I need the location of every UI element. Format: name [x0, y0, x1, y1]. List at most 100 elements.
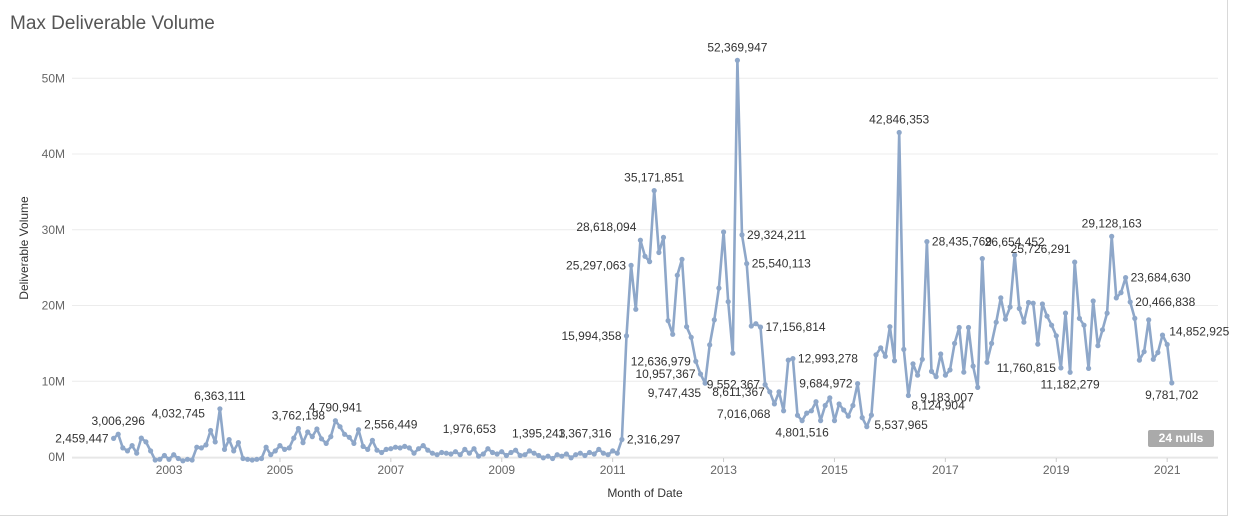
data-point[interactable] — [379, 449, 385, 456]
data-point[interactable] — [416, 446, 422, 452]
data-point[interactable] — [411, 450, 417, 456]
data-point[interactable] — [887, 324, 893, 330]
data-point[interactable] — [180, 458, 186, 464]
data-point[interactable] — [1169, 380, 1175, 386]
data-point[interactable] — [697, 371, 704, 377]
data-point[interactable] — [850, 402, 856, 409]
data-point[interactable] — [924, 239, 930, 245]
data-point[interactable] — [263, 444, 269, 450]
data-point[interactable] — [901, 346, 907, 352]
data-point[interactable] — [619, 436, 625, 443]
data-point[interactable] — [637, 237, 644, 243]
data-point[interactable] — [1136, 357, 1142, 363]
data-point[interactable] — [406, 445, 412, 451]
data-point[interactable] — [1053, 333, 1059, 339]
data-point[interactable] — [540, 455, 546, 461]
data-point[interactable] — [961, 369, 967, 375]
data-point[interactable] — [291, 435, 297, 441]
data-point[interactable] — [240, 455, 246, 462]
data-point[interactable] — [942, 372, 949, 378]
data-point[interactable] — [554, 452, 560, 458]
data-point[interactable] — [1025, 299, 1032, 306]
data-point[interactable] — [707, 342, 713, 348]
data-point[interactable] — [332, 418, 338, 424]
data-point[interactable] — [1062, 310, 1069, 316]
data-point[interactable] — [716, 285, 722, 291]
data-point[interactable] — [975, 384, 981, 390]
data-point[interactable] — [1099, 327, 1106, 333]
data-point[interactable] — [744, 261, 750, 267]
data-point[interactable] — [397, 445, 403, 451]
data-point[interactable] — [295, 425, 301, 432]
data-point[interactable] — [670, 331, 676, 337]
data-point[interactable] — [462, 446, 468, 452]
data-point[interactable] — [337, 424, 343, 430]
data-point[interactable] — [845, 413, 851, 419]
data-point[interactable] — [1118, 290, 1124, 296]
data-point[interactable] — [157, 456, 163, 462]
data-point[interactable] — [494, 451, 500, 457]
data-point[interactable] — [258, 455, 265, 462]
data-point[interactable] — [910, 361, 916, 367]
data-point[interactable] — [989, 340, 995, 346]
data-point[interactable] — [217, 406, 223, 412]
data-point[interactable] — [522, 452, 528, 458]
data-point[interactable] — [633, 306, 639, 312]
data-point[interactable] — [480, 451, 486, 457]
data-point[interactable] — [124, 448, 131, 454]
data-point[interactable] — [781, 408, 787, 414]
data-point[interactable] — [452, 449, 459, 455]
data-point[interactable] — [919, 356, 925, 362]
data-point[interactable] — [610, 448, 616, 454]
data-point[interactable] — [328, 434, 334, 440]
data-point[interactable] — [905, 392, 912, 399]
data-point[interactable] — [212, 439, 218, 445]
data-point[interactable] — [152, 457, 158, 463]
data-point[interactable] — [129, 443, 135, 449]
data-point[interactable] — [471, 446, 477, 452]
data-point[interactable] — [563, 451, 570, 457]
data-point[interactable] — [166, 456, 172, 462]
data-point[interactable] — [568, 455, 574, 461]
data-point[interactable] — [859, 415, 865, 421]
data-point[interactable] — [831, 418, 838, 424]
data-point[interactable] — [938, 351, 944, 357]
data-point[interactable] — [314, 426, 320, 432]
data-point[interactable] — [305, 429, 311, 435]
data-point[interactable] — [748, 323, 754, 329]
data-point[interactable] — [383, 446, 389, 452]
data-point[interactable] — [1012, 252, 1018, 258]
data-point[interactable] — [355, 427, 362, 433]
data-point[interactable] — [734, 57, 741, 63]
data-point[interactable] — [1072, 259, 1078, 265]
data-point[interactable] — [771, 401, 778, 407]
data-point[interactable] — [591, 451, 597, 457]
data-point[interactable] — [489, 449, 496, 456]
data-point[interactable] — [628, 262, 634, 268]
data-point[interactable] — [268, 452, 274, 458]
data-point[interactable] — [762, 382, 768, 388]
data-point[interactable] — [369, 437, 375, 443]
data-point[interactable] — [1044, 313, 1050, 319]
series-line[interactable] — [112, 58, 1174, 463]
data-point[interactable] — [1095, 343, 1101, 349]
data-point[interactable] — [656, 249, 662, 256]
data-point[interactable] — [388, 446, 394, 452]
data-point[interactable] — [891, 358, 898, 364]
data-point[interactable] — [194, 444, 200, 450]
data-point[interactable] — [277, 443, 283, 449]
data-point[interactable] — [688, 334, 694, 340]
data-point[interactable] — [684, 324, 690, 330]
series-points[interactable] — [111, 57, 1175, 464]
data-point[interactable] — [286, 445, 292, 451]
data-point[interactable] — [184, 456, 191, 462]
data-point[interactable] — [878, 345, 884, 351]
data-point[interactable] — [1002, 316, 1009, 322]
series-polyline[interactable] — [112, 58, 1174, 463]
data-point[interactable] — [351, 440, 357, 446]
data-point[interactable] — [1155, 349, 1161, 356]
data-point[interactable] — [226, 437, 232, 443]
data-point[interactable] — [420, 443, 426, 449]
data-point[interactable] — [439, 449, 445, 456]
